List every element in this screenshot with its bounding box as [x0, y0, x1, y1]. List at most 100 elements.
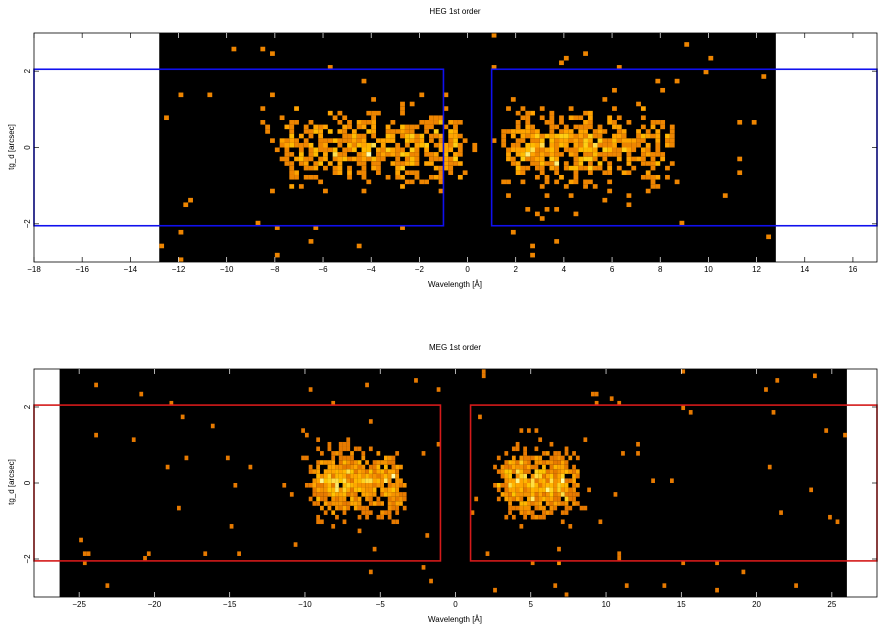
heg-event-bin	[457, 174, 463, 180]
heg-event-bin	[433, 165, 439, 171]
meg-event-bin	[338, 478, 343, 483]
meg-event-bin	[316, 446, 321, 452]
meg-event-bin	[523, 492, 528, 497]
meg-event-bin	[636, 441, 640, 447]
heg-event-bin	[385, 147, 391, 153]
heg-event-bin	[607, 115, 613, 121]
heg-event-bin	[342, 133, 348, 139]
meg-event-bin	[523, 505, 528, 511]
heg-event-bin	[318, 133, 324, 139]
heg-event-bin	[597, 165, 603, 171]
heg-event-bin	[419, 142, 425, 148]
meg-event-bin	[515, 473, 520, 479]
heg-event-bin	[366, 110, 372, 116]
heg-event-bin	[616, 138, 622, 143]
heg-event-bin	[366, 156, 372, 162]
meg-event-bin	[387, 514, 392, 520]
meg-event-bin	[331, 524, 336, 529]
meg-event-bin	[538, 460, 543, 465]
heg-event-bin	[443, 147, 449, 153]
meg-event-bin	[380, 501, 384, 506]
heg-event-bin	[674, 78, 680, 84]
meg-event-bin	[613, 492, 618, 497]
heg-event-bin	[539, 165, 545, 171]
meg-event-bin	[519, 496, 524, 502]
heg-event-bin	[544, 161, 550, 166]
heg-event-bin	[660, 152, 666, 157]
heg-event-bin	[323, 156, 328, 162]
meg-event-bin	[399, 464, 403, 470]
meg-event-bin	[564, 478, 569, 483]
heg-event-bin	[578, 129, 584, 134]
meg-event-bin	[327, 483, 332, 488]
heg-event-bin	[289, 133, 295, 139]
heg-event-bin	[395, 161, 401, 166]
meg-event-bin	[180, 414, 185, 420]
meg-event-bin	[583, 505, 588, 511]
meg-event-bin	[391, 505, 396, 511]
meg-event-bin	[568, 496, 573, 502]
heg-event-bin	[433, 174, 439, 180]
meg-event-bin	[316, 492, 321, 497]
heg-event-bin	[597, 138, 603, 143]
heg-event-bin	[554, 152, 560, 157]
meg-event-bin	[350, 483, 354, 488]
heg-event-bin	[534, 138, 540, 143]
meg-x-tick-label: −25	[72, 600, 86, 609]
meg-event-bin	[203, 551, 208, 556]
heg-event-bin	[433, 120, 439, 125]
meg-event-bin	[304, 483, 309, 488]
meg-event-bin	[308, 464, 313, 470]
heg-event-bin	[270, 138, 275, 143]
meg-event-bin	[177, 505, 181, 511]
heg-event-bin	[650, 124, 656, 130]
heg-event-bin	[563, 161, 569, 166]
meg-event-bin	[308, 483, 313, 488]
heg-x-tick-label: 4	[562, 265, 567, 274]
heg-event-bin	[525, 156, 531, 162]
heg-event-bin	[621, 129, 627, 134]
meg-event-bin	[557, 469, 561, 474]
heg-event-bin	[438, 120, 444, 125]
meg-event-bin	[391, 460, 396, 465]
meg-event-bin	[557, 473, 561, 479]
heg-event-bin	[506, 179, 511, 185]
heg-event-bin	[559, 138, 564, 143]
meg-event-bin	[500, 492, 505, 497]
meg-plot-area: −25 −20 −15 −10 −5 0 5 10 15 20 25−202	[23, 368, 878, 609]
meg-event-bin	[553, 487, 558, 493]
meg-event-bin	[515, 464, 520, 470]
meg-event-bin	[335, 505, 339, 511]
meg-event-bin	[346, 446, 351, 452]
meg-event-bin	[530, 514, 535, 520]
heg-event-bin	[303, 165, 309, 171]
meg-event-bin	[210, 423, 215, 429]
heg-event-bin	[429, 133, 434, 139]
heg-x-tick-label: −4	[367, 265, 377, 274]
meg-event-bin	[527, 483, 531, 488]
meg-event-bin	[511, 483, 516, 488]
heg-event-bin	[578, 147, 584, 153]
meg-event-bin	[350, 487, 354, 493]
meg-event-bin	[557, 492, 561, 497]
heg-event-bin	[573, 142, 579, 148]
meg-event-bin	[527, 510, 531, 515]
heg-x-tick-label: −2	[415, 265, 425, 274]
heg-event-bin	[443, 124, 449, 130]
heg-x-tick-label: −6	[318, 265, 328, 274]
heg-event-bin	[448, 142, 454, 148]
meg-event-bin	[387, 492, 392, 497]
heg-event-bin	[544, 174, 550, 180]
heg-event-bin	[640, 152, 646, 157]
meg-event-bin	[376, 473, 381, 479]
meg-event-bin	[568, 492, 573, 497]
heg-event-bin	[525, 120, 531, 125]
meg-event-bin	[504, 492, 509, 497]
meg-event-bin	[368, 478, 373, 483]
heg-event-bin	[640, 138, 646, 143]
meg-event-bin	[813, 373, 817, 379]
heg-event-bin	[351, 156, 357, 162]
heg-event-bin	[371, 129, 377, 134]
meg-event-bin	[568, 455, 573, 461]
meg-event-bin	[530, 455, 535, 461]
